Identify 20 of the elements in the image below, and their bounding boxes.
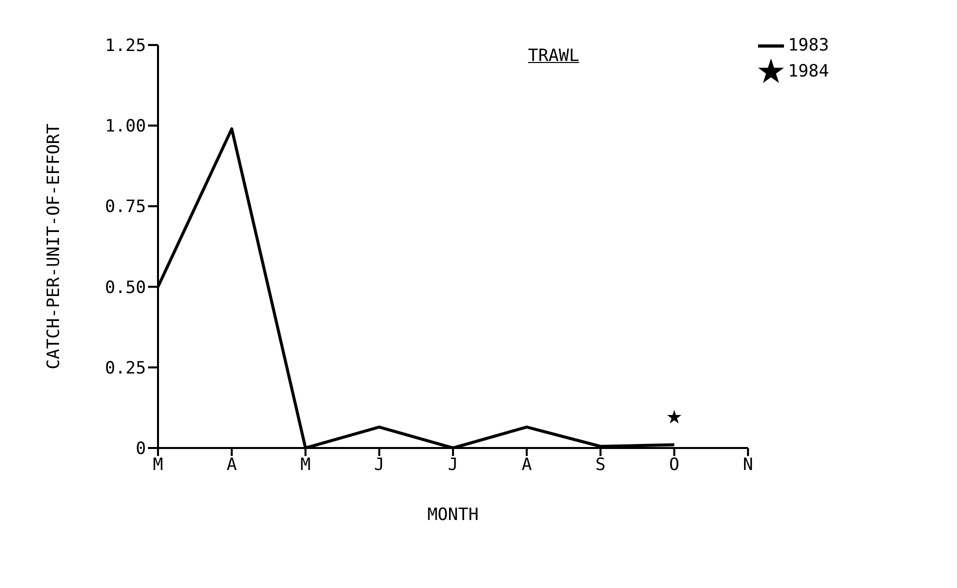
- legend-label: 1984: [788, 62, 829, 82]
- x-tick-label: A: [522, 455, 532, 476]
- x-tick-label: A: [226, 455, 237, 476]
- y-axis-title: CATCH-PER-UNIT-OF-EFFORT: [44, 124, 64, 370]
- x-tick-label: N: [742, 455, 754, 476]
- y-tick-label: 1.00: [105, 116, 146, 137]
- legend-label: 1983: [788, 36, 829, 56]
- chart-title: TRAWL: [528, 46, 580, 66]
- y-tick-label: 0.25: [105, 358, 146, 378]
- x-tick-label: S: [595, 455, 606, 476]
- y-tick-label: 0.75: [105, 197, 146, 218]
- y-tick-label: 0.50: [105, 278, 146, 298]
- y-tick-label: 1.25: [105, 36, 146, 56]
- x-tick-label: M: [300, 455, 311, 476]
- x-axis-title: MONTH: [427, 505, 479, 525]
- x-tick-label: J: [448, 455, 458, 476]
- y-tick-label: 0: [136, 439, 146, 460]
- x-tick-label: O: [669, 455, 680, 476]
- x-tick-label: M: [152, 455, 164, 476]
- x-tick-label: J: [374, 455, 384, 476]
